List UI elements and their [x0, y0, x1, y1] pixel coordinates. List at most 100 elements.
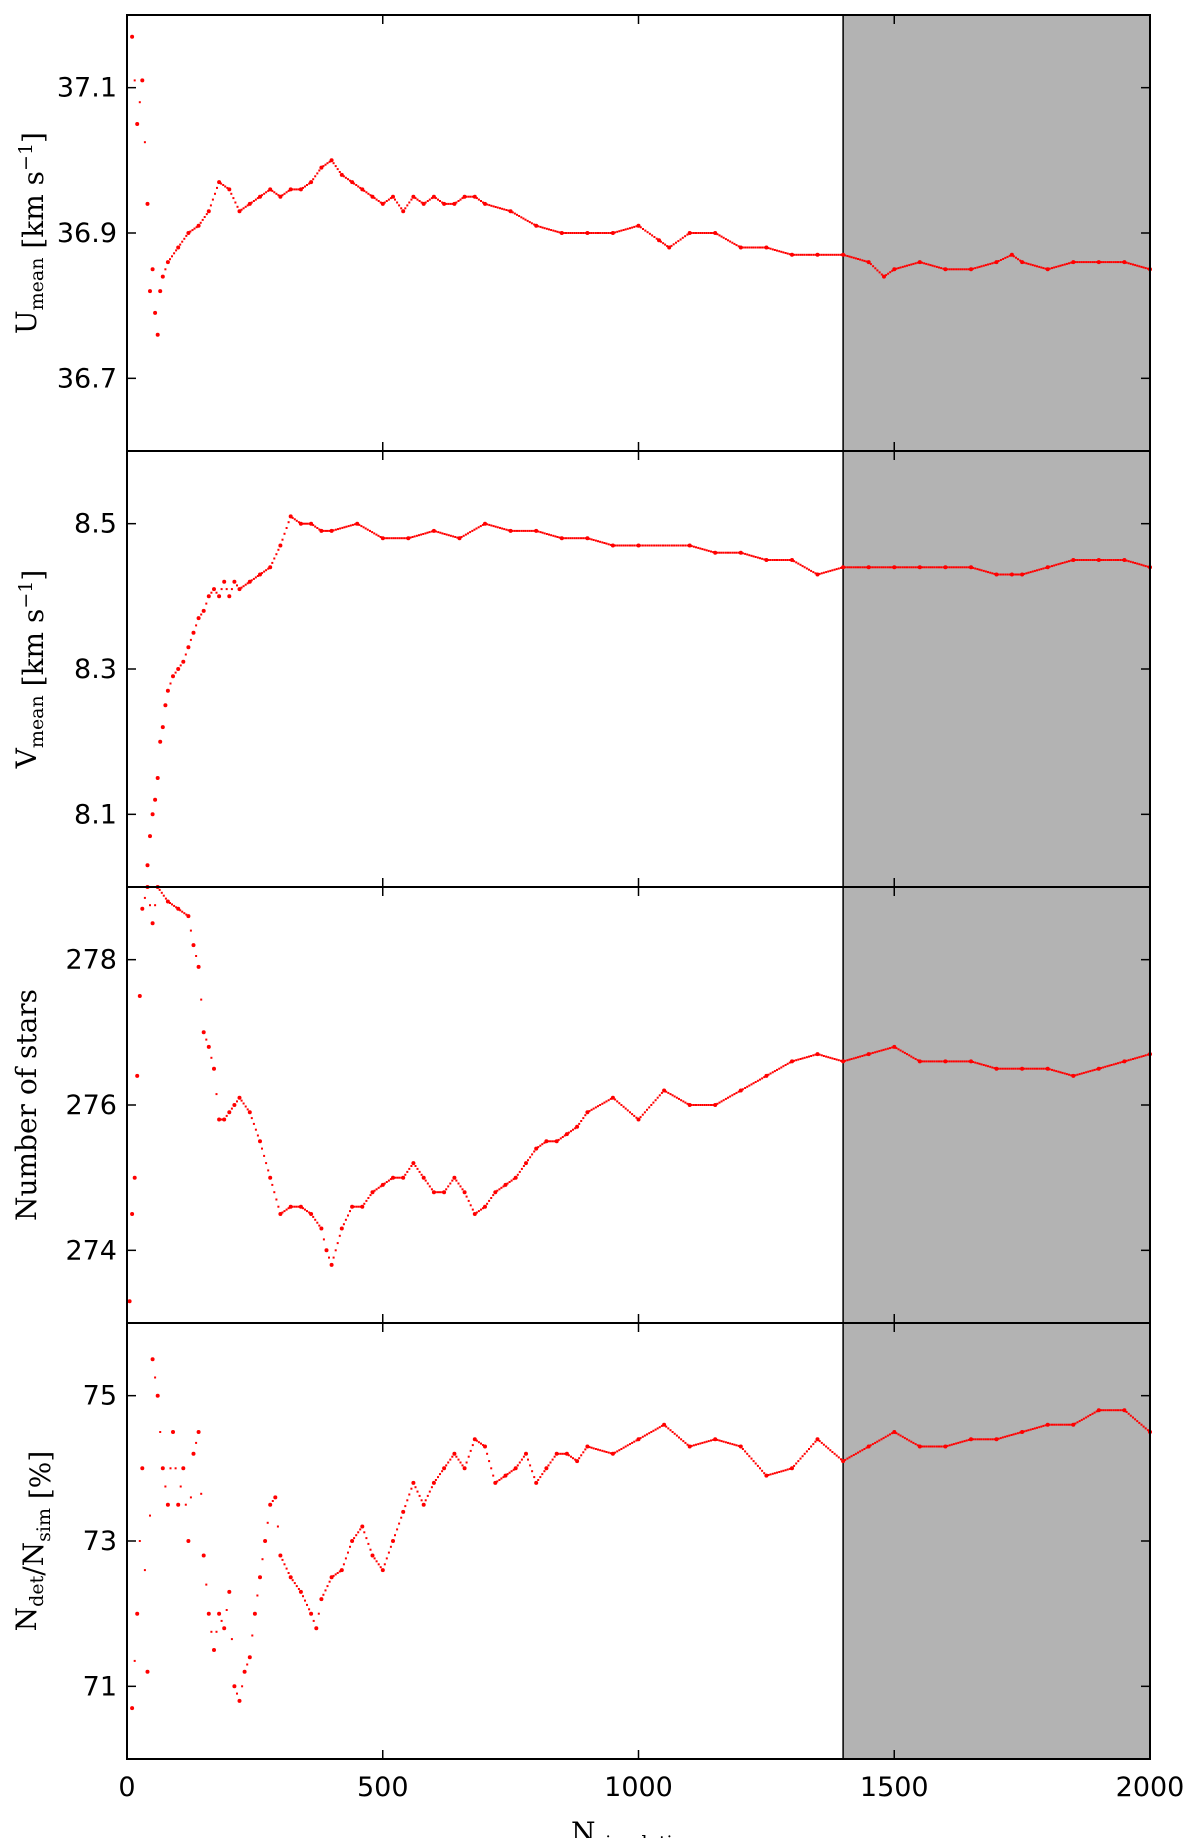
data-point — [1125, 1411, 1128, 1413]
data-point — [505, 209, 508, 211]
data-point — [733, 551, 736, 554]
data-point — [411, 1480, 416, 1485]
data-point — [735, 551, 738, 554]
data-point — [210, 1630, 213, 1633]
data-point — [656, 1096, 659, 1099]
data-point — [582, 232, 585, 234]
data-point — [430, 1188, 433, 1191]
data-point — [850, 1455, 853, 1458]
data-point — [686, 544, 689, 547]
data-point — [288, 1575, 293, 1580]
data-point — [472, 1212, 477, 1216]
data-point — [398, 537, 401, 540]
data-point — [158, 289, 163, 294]
data-point — [326, 162, 329, 165]
data-point — [176, 667, 181, 671]
data-point — [695, 232, 697, 234]
data-point — [339, 1226, 344, 1231]
data-point — [561, 1136, 564, 1138]
data-point — [943, 267, 948, 272]
data-point — [914, 262, 917, 265]
data-point — [328, 1256, 330, 1259]
data-point — [592, 1107, 595, 1110]
data-point — [601, 1102, 604, 1105]
data-point — [424, 532, 427, 535]
data-point — [927, 1060, 930, 1063]
data-point — [404, 1505, 407, 1508]
data-point — [472, 1437, 477, 1442]
data-point — [181, 1466, 186, 1471]
data-point — [461, 197, 464, 200]
data-point — [498, 1479, 501, 1481]
data-point — [200, 1492, 203, 1495]
data-point — [1048, 1068, 1051, 1071]
data-point — [952, 1060, 955, 1063]
data-point — [859, 1055, 862, 1058]
data-point — [891, 1046, 894, 1049]
data-point — [445, 533, 448, 536]
data-point — [138, 1540, 141, 1542]
data-point — [326, 529, 329, 532]
data-point — [786, 1468, 789, 1471]
data-point — [1051, 267, 1053, 270]
data-point — [533, 1476, 536, 1479]
data-point — [690, 1444, 693, 1447]
data-point — [1106, 1065, 1109, 1068]
data-point — [150, 921, 155, 926]
data-point — [989, 571, 992, 574]
data-point — [477, 198, 480, 201]
data-point — [569, 232, 572, 234]
data-point — [379, 201, 382, 204]
data-point — [848, 566, 851, 569]
data-point — [534, 528, 539, 533]
data-point — [1134, 1418, 1137, 1421]
data-point — [1119, 1061, 1122, 1064]
data-point — [162, 894, 165, 897]
data-point — [140, 1466, 145, 1471]
data-point — [1140, 1423, 1143, 1426]
data-point — [582, 537, 585, 540]
data-point — [1059, 264, 1062, 267]
data-point — [778, 250, 781, 253]
data-point — [705, 232, 708, 234]
data-point — [585, 1110, 590, 1115]
data-point — [411, 194, 416, 199]
data-point — [467, 532, 469, 535]
data-point — [788, 253, 791, 256]
data-point — [1125, 559, 1128, 562]
data-point — [680, 1438, 683, 1441]
data-point — [537, 1146, 540, 1149]
data-point — [409, 536, 412, 539]
data-point — [818, 1053, 821, 1056]
series-points — [145, 514, 1152, 868]
data-point — [275, 192, 278, 195]
data-point — [776, 1471, 778, 1474]
data-point — [871, 1443, 874, 1446]
data-point — [805, 253, 808, 256]
data-point — [552, 229, 555, 232]
data-point — [281, 1211, 284, 1214]
data-point — [437, 1476, 439, 1479]
data-point — [935, 265, 938, 268]
data-point — [373, 197, 376, 200]
data-point — [912, 262, 915, 265]
data-point — [283, 192, 286, 195]
data-point — [273, 1191, 276, 1194]
data-point — [322, 165, 325, 168]
data-point — [884, 566, 887, 569]
data-point — [737, 1090, 740, 1093]
data-point — [695, 1443, 697, 1446]
data-point — [236, 1100, 238, 1103]
data-point — [251, 1634, 254, 1637]
data-point — [722, 1099, 725, 1102]
data-point — [675, 1096, 678, 1099]
data-point — [342, 1223, 345, 1226]
data-point — [1082, 1417, 1085, 1420]
data-point — [690, 1104, 693, 1106]
data-point — [1114, 559, 1117, 561]
data-point — [942, 1445, 945, 1448]
data-point — [1051, 1423, 1053, 1426]
data-point — [669, 1429, 672, 1432]
data-point — [1112, 1063, 1115, 1066]
data-point — [846, 1457, 849, 1460]
